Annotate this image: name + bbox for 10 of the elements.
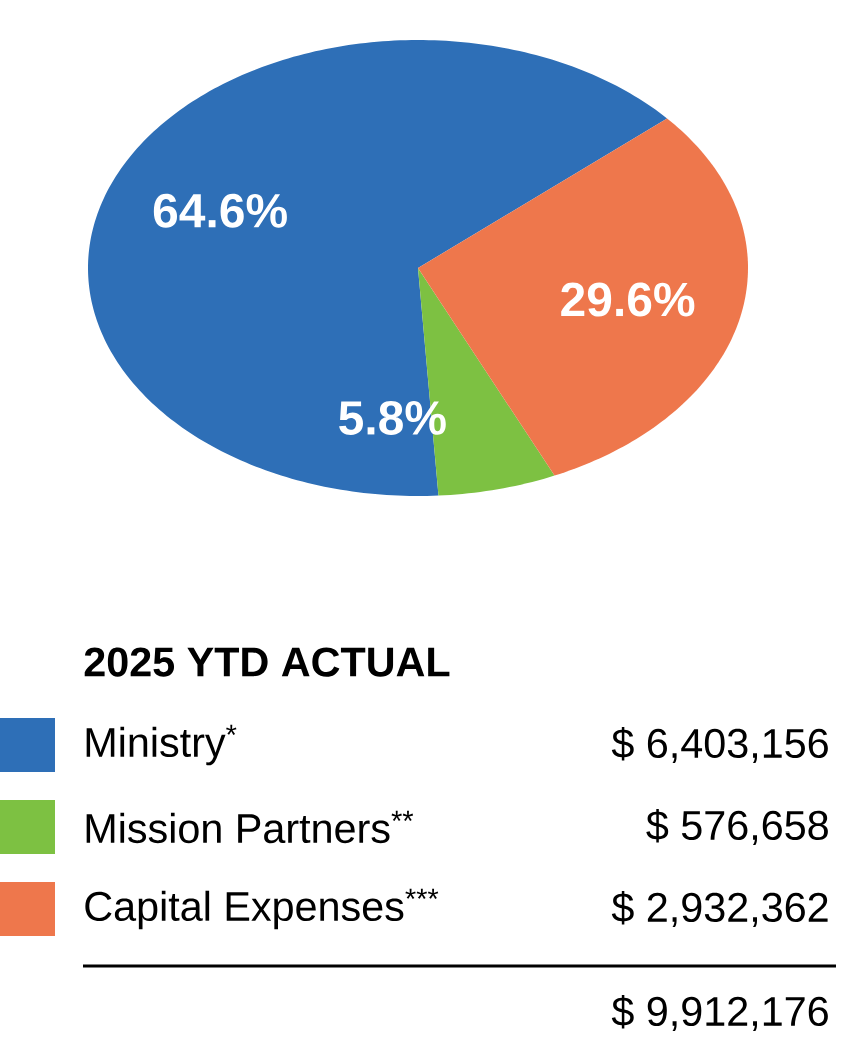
legend-label: Mission Partners$^{**}$ [86,810,414,844]
data-label: 64.6% [153,193,287,228]
legend-label: Capital Expenses$^{***}$ [85,888,439,930]
legend-label: Ministry$^{*}$ [86,724,237,766]
text: $ 9,912,176 [611,995,828,1031]
legend-title: 2025 YTD ACTUAL [84,647,450,677]
text: $ 576,658 [646,809,828,845]
text: $ 6,403,156 [611,727,828,763]
text: $ 2,932,362 [611,891,828,927]
data-label: 29.6% [561,282,695,317]
